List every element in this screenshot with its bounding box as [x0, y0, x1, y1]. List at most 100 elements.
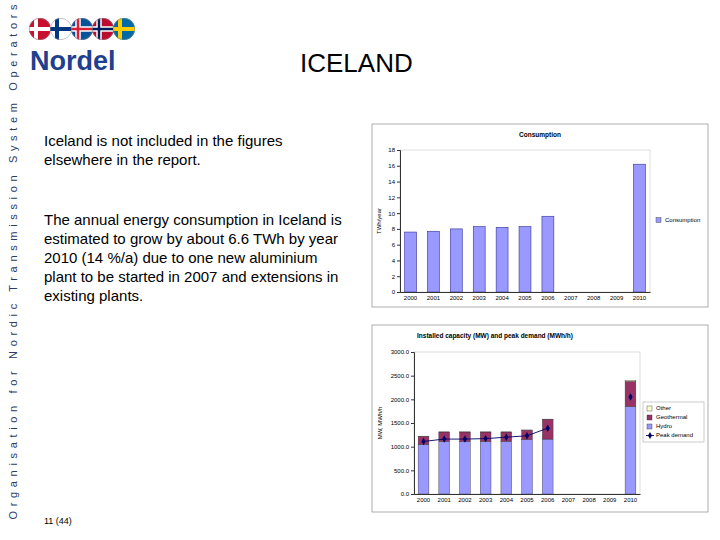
flag	[50, 18, 72, 40]
y-tick-label: 0.0	[401, 491, 410, 497]
bar-segment	[480, 441, 491, 494]
legend-swatch	[647, 415, 652, 420]
y-tick-label: 3000.0	[391, 349, 410, 355]
flag-bg	[29, 18, 51, 40]
y-tick-mark	[411, 447, 414, 448]
y-tick: 16	[388, 163, 400, 169]
x-tick-label: 2004	[500, 497, 514, 503]
y-tick-label: 12	[388, 195, 395, 201]
bar-segment	[522, 440, 533, 494]
y-tick-label: 6	[392, 242, 396, 248]
y-axis-title: MW, MWh/h	[377, 407, 383, 440]
flag-cross	[29, 27, 51, 31]
x-axis-line	[401, 292, 651, 293]
legend-label: Other	[656, 405, 671, 411]
x-tick-label: 2004	[495, 295, 509, 301]
x-tick-label: 2002	[458, 497, 472, 503]
paragraph: The annual energy consumption in Iceland…	[44, 210, 344, 305]
flag-cross	[113, 27, 135, 31]
x-tick-label: 2003	[473, 295, 487, 301]
y-tick: 4	[392, 258, 400, 264]
flag-rim	[50, 18, 71, 39]
y-tick-mark	[397, 182, 400, 183]
line-marker	[628, 393, 632, 400]
plot-frame	[414, 352, 640, 494]
x-tick: 2009	[610, 295, 624, 301]
bar-segment	[460, 431, 471, 432]
x-axis-line	[415, 494, 641, 495]
y-tick-mark	[411, 352, 414, 353]
x-tick: 2002	[458, 497, 472, 503]
bar-segment	[501, 441, 512, 494]
legend-label: Peak demand	[656, 432, 693, 438]
x-tick-label: 2007	[564, 295, 578, 301]
x-tick-label: 2003	[479, 497, 493, 503]
flag-rim	[113, 18, 134, 39]
y-tick: 12	[388, 195, 400, 201]
chart-title: Consumption	[519, 131, 561, 139]
legend-swatch	[647, 406, 652, 411]
flag-rim	[29, 18, 50, 39]
legend-label: Hydro	[656, 423, 673, 429]
plot-frame	[400, 150, 650, 292]
x-tick-label: 2007	[562, 497, 576, 503]
y-tick: 2	[392, 274, 400, 280]
x-tick-label: 2002	[450, 295, 464, 301]
y-tick: 1500.0	[391, 420, 414, 426]
flag	[113, 18, 135, 40]
y-tick-mark	[397, 166, 400, 167]
y-tick-mark	[397, 260, 400, 261]
bar	[473, 227, 485, 292]
x-axis: 2000200120022003200420052006200720082009…	[415, 495, 641, 504]
bar-segment	[439, 441, 450, 494]
x-tick: 2010	[633, 295, 647, 301]
x-tick-label: 2006	[541, 497, 555, 503]
bar-segment	[439, 431, 450, 432]
y-tick-mark	[397, 213, 400, 214]
bar-segment	[480, 432, 491, 441]
flag-bg	[50, 18, 72, 40]
chart-frame	[372, 325, 708, 512]
x-tick: 2001	[438, 497, 452, 503]
y-axis: 024681012141618	[388, 147, 400, 295]
line-marker	[421, 438, 425, 445]
bar-segment	[542, 419, 553, 420]
y-tick-label: 10	[388, 211, 395, 217]
bar-segment	[418, 444, 429, 494]
logo-flags	[29, 18, 135, 40]
x-tick-label: 2000	[417, 497, 431, 503]
x-tick: 2003	[479, 497, 493, 503]
flag-bg	[92, 18, 114, 40]
x-tick: 2008	[587, 295, 601, 301]
flag	[92, 18, 114, 40]
y-tick: 1000.0	[391, 444, 414, 450]
x-tick-label: 2006	[541, 295, 555, 301]
y-tick-label: 2000.0	[391, 397, 410, 403]
bar	[519, 227, 531, 292]
y-tick-label: 2	[392, 274, 396, 280]
y-tick: 10	[388, 211, 400, 217]
y-tick-label: 18	[388, 147, 395, 153]
y-tick-label: 500.0	[394, 468, 410, 474]
bar-segment	[542, 439, 553, 494]
bar	[496, 227, 508, 292]
y-tick: 18	[388, 147, 400, 153]
y-tick-label: 14	[388, 179, 395, 185]
slide-title: ICELAND	[300, 48, 413, 78]
x-tick-label: 2001	[438, 497, 452, 503]
y-tick-mark	[397, 150, 400, 151]
y-tick: 14	[388, 179, 400, 185]
marks	[405, 164, 646, 292]
x-tick: 2005	[520, 497, 534, 503]
y-tick-mark	[397, 245, 400, 246]
y-axis-line	[411, 353, 415, 495]
bar-segment	[625, 381, 636, 406]
x-tick: 2007	[564, 295, 578, 301]
x-tick: 2004	[500, 497, 514, 503]
y-tick-label: 0	[392, 289, 396, 295]
y-axis-title: TWh/year	[376, 208, 382, 234]
bar	[634, 164, 646, 292]
chart-title: Installed capacity (MW) and peak demand …	[417, 332, 573, 340]
legend-frame	[643, 402, 704, 442]
paragraph: Iceland is not included in the figures e…	[44, 131, 344, 169]
